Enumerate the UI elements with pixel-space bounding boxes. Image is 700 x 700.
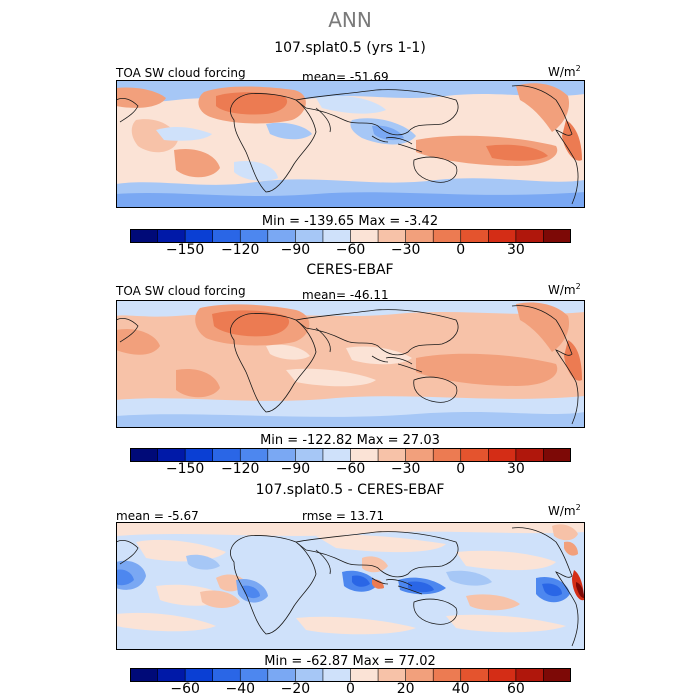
panel-2-colorbar-swatches <box>130 448 571 462</box>
panel-3-minmax: Min = -62.87 Max = 77.02 <box>264 654 436 669</box>
colorbar-swatch <box>515 229 544 243</box>
colorbar-swatch <box>295 448 324 462</box>
panel-1-title: 107.splat0.5 (yrs 1-1) <box>274 40 426 56</box>
panel-1-units: W/m2 <box>548 64 581 79</box>
panel-3-units: W/m2 <box>548 503 581 518</box>
colorbar-swatch <box>185 668 213 682</box>
page-title: ANN <box>328 8 372 32</box>
colorbar-swatch <box>240 448 269 462</box>
panel-3-colorbar-ticks: −60 −40 −20 0 20 40 60 <box>130 681 571 699</box>
panel-3-mean-label: mean = -5.67 <box>116 509 199 523</box>
colorbar-swatch <box>543 229 571 243</box>
panel-2-mean-label: mean= -46.11 <box>302 288 389 302</box>
panel-2-units: W/m2 <box>548 282 581 297</box>
colorbar-tick-label: −150 <box>165 461 205 477</box>
colorbar-tick-label: −30 <box>390 461 421 477</box>
colorbar-frame <box>130 668 571 682</box>
panel-1-colorbar-swatches <box>130 229 571 243</box>
colorbar-swatch <box>405 668 434 682</box>
panel-1-colorbar <box>130 229 571 243</box>
colorbar-tick-label: 0 <box>456 461 466 477</box>
colorbar-tick-label: −60 <box>170 681 200 697</box>
panel-3-colorbar-swatches <box>130 668 571 682</box>
colorbar-tick-label: −120 <box>221 461 260 477</box>
colorbar-swatch <box>295 229 324 243</box>
colorbar-tick-label: −120 <box>221 242 260 258</box>
colorbar-swatch <box>460 229 489 243</box>
colorbar-swatch <box>295 668 324 682</box>
panel-3-rmse-label: rmse = 13.71 <box>302 509 385 523</box>
colorbar-swatch <box>543 448 571 462</box>
colorbar-swatch <box>433 448 462 462</box>
panel-2-minmax: Min = -122.82 Max = 27.03 <box>260 433 440 448</box>
colorbar-tick-label: −150 <box>165 242 205 258</box>
panel-2-map <box>116 300 585 428</box>
colorbar-swatch <box>130 448 158 462</box>
panel-3-title: 107.splat0.5 - CERES-EBAF <box>255 482 445 498</box>
colorbar-swatch <box>515 448 544 462</box>
colorbar-tick-label: −20 <box>280 681 311 697</box>
panel-2-title: CERES-EBAF <box>306 262 394 278</box>
panel-2-colorbar <box>130 448 571 462</box>
panel-1-variable-label: TOA SW cloud forcing <box>116 66 246 80</box>
colorbar-swatch <box>488 668 517 682</box>
colorbar-swatch <box>460 668 489 682</box>
colorbar-swatch <box>240 668 269 682</box>
colorbar-tick-label: 0 <box>346 681 355 697</box>
colorbar-swatch <box>460 448 489 462</box>
colorbar-tick-label: −30 <box>390 242 421 258</box>
colorbar-swatch <box>185 448 213 462</box>
colorbar-swatch <box>212 229 241 243</box>
colorbar-swatch <box>212 448 241 462</box>
colorbar-swatch <box>488 229 517 243</box>
colorbar-swatch <box>378 229 406 243</box>
panel-1-colorbar-ticks: −150 −120 −90 −60 −30 0 30 <box>130 242 571 260</box>
colorbar-tick-label: 20 <box>396 681 415 697</box>
colorbar-frame <box>130 229 571 243</box>
colorbar-swatch <box>433 668 462 682</box>
colorbar-swatch <box>488 448 517 462</box>
colorbar-swatch <box>157 668 186 682</box>
colorbar-tick-label: −90 <box>280 461 311 477</box>
colorbar-swatch <box>157 229 186 243</box>
colorbar-tick-label: 0 <box>456 242 466 258</box>
colorbar-swatch <box>322 229 351 243</box>
colorbar-swatch <box>350 448 379 462</box>
panel-3-colorbar <box>130 668 571 682</box>
colorbar-swatch <box>515 668 544 682</box>
colorbar-swatch <box>405 229 434 243</box>
colorbar-tick-label: 30 <box>506 461 525 477</box>
colorbar-swatch <box>267 448 296 462</box>
colorbar-frame <box>130 448 571 462</box>
colorbar-swatch <box>157 448 186 462</box>
colorbar-swatch <box>350 668 379 682</box>
colorbar-swatch <box>322 668 351 682</box>
colorbar-swatch <box>212 668 241 682</box>
colorbar-tick-label: −90 <box>280 242 311 258</box>
colorbar-swatch <box>185 229 213 243</box>
colorbar-swatch <box>322 448 351 462</box>
colorbar-tick-label: 40 <box>451 681 470 697</box>
colorbar-tick-label: 60 <box>506 681 525 697</box>
colorbar-tick-label: −60 <box>335 242 366 258</box>
colorbar-swatch <box>240 229 269 243</box>
panel-2-colorbar-ticks: −150 −120 −90 −60 −30 0 30 <box>130 461 571 479</box>
colorbar-swatch <box>378 448 406 462</box>
colorbar-swatch <box>378 668 406 682</box>
colorbar-swatch <box>267 229 296 243</box>
colorbar-swatch <box>543 668 571 682</box>
panel-3-map <box>116 522 585 650</box>
panel-1-minmax: Min = -139.65 Max = -3.42 <box>261 214 439 229</box>
colorbar-swatch <box>433 229 462 243</box>
colorbar-tick-label: −60 <box>335 461 366 477</box>
colorbar-tick-label: 30 <box>506 242 525 258</box>
colorbar-swatch <box>130 229 158 243</box>
colorbar-swatch <box>350 229 379 243</box>
colorbar-swatch <box>130 668 158 682</box>
colorbar-swatch <box>267 668 296 682</box>
panel-1-map <box>116 80 585 208</box>
colorbar-swatch <box>405 448 434 462</box>
panel-2-variable-label: TOA SW cloud forcing <box>116 284 246 298</box>
colorbar-tick-label: −40 <box>225 681 256 697</box>
